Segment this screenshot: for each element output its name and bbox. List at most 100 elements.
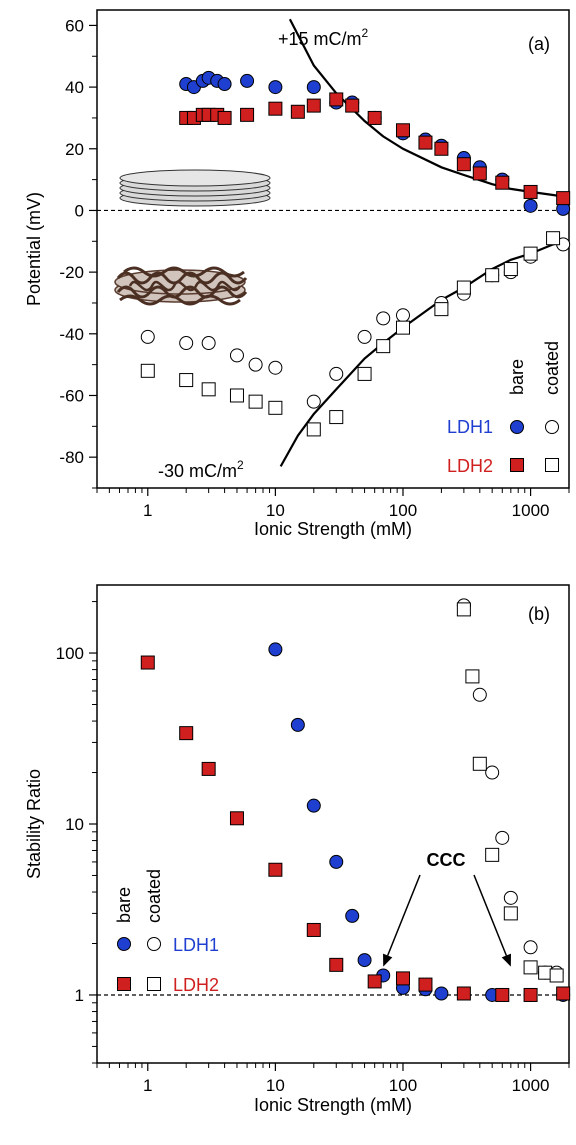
panel-a-point-ldh2_coated [503,262,518,277]
panel-a-point-ldh2_coated [329,410,344,425]
panel-a-ytick-label: -20 [59,263,84,282]
legend-label-ldh1: LDH1 [173,935,219,955]
panel-a-point-ldh1_coated [140,329,155,344]
panel-b-point-ldh1_coated [485,765,500,780]
panel-a-point-ldh2_bare [329,92,344,107]
panel-a-point-ldh2_bare [523,184,538,199]
panel-a-ytick-label: -40 [59,325,84,344]
panel-a-point-ldh2_coated [248,394,263,409]
panel-a-ytick-label: -80 [59,448,84,467]
panel-b-xlabel: Ionic Strength (mM) [254,1095,412,1115]
panel-a-point-ldh2_coated [523,246,538,261]
legend-marker-ldh1-coated [545,420,559,434]
legend-header-bare: bare [507,359,527,395]
panel-b-point-ldh1_bare [306,798,321,813]
legend-marker-ldh2-bare [117,977,131,991]
panel-a-point-ldh2_coated [179,373,194,388]
panel-a-point-ldh2_coated [268,400,283,415]
panel-a-point-ldh2_coated [395,320,410,335]
panel-a-point-ldh2_bare [345,98,360,113]
panel-a-point-ldh1_coated [201,336,216,351]
panel-a-point-ldh2_coated [376,339,391,354]
panel-b-axes: 1 10 100 1000 1 10 100 [56,601,570,1095]
panel-a-ytick-label: -60 [59,386,84,405]
panel-b-xtick-label: 100 [389,1076,417,1095]
panel-b-legend: bare coated LDH1 LDH2 [114,869,219,995]
panel-a-xtick-label: 1 [143,501,152,520]
panel-a-legend: bare coated LDH1 LDH2 [447,341,562,476]
legend-label-ldh2: LDH2 [173,975,219,995]
panel-a-point-ldh1_coated [268,360,283,375]
legend-marker-ldh1-bare [117,937,131,951]
panel-b-point-ldh2_bare [201,761,216,776]
panel-b-point-ldh1_bare [290,717,305,732]
panel-b-point-ldh2_bare [306,922,321,937]
panel-a-point-ldh2_bare [217,110,232,125]
panel-b-point-ldh1_bare [357,953,372,968]
panel-a-axes: 1 10 100 1000 -80 -60 -40 -20 0 20 40 60 [59,16,570,520]
legend-marker-ldh2-bare [510,458,524,472]
panel-a-point-ldh1_bare [268,80,283,95]
legend-label-ldh2: LDH2 [447,456,493,476]
panel-a-ytick-label: 60 [65,16,84,35]
ccc-arrowhead-left [383,953,393,967]
panel-b-point-ldh2_bare [140,655,155,670]
panel-a-point-ldh2_bare [306,98,321,113]
panel-b-point-ldh2_bare [329,957,344,972]
panel-a-point-ldh1_bare [523,198,538,213]
annotation-plus15: +15 mC/m2 [278,26,369,49]
panel-a-point-ldh2_coated [485,268,500,283]
panel-b-point-ldh1_coated [495,830,510,845]
panel-b-point-ldh2_bare [395,971,410,986]
panel-a-point-ldh2_coated [201,382,216,397]
panel-b-point-ldh2_coated [503,906,518,921]
panel-b-point-ldh2_bare [229,811,244,826]
panel-b-xtick-label: 1000 [512,1076,550,1095]
panel-a-point-ldh2_coated [434,302,449,317]
panel-a-point-ldh2_coated [306,422,321,437]
panel-a-point-ldh2_coated [546,231,561,246]
panel-a-point-ldh2_coated [357,366,372,381]
panel-a-xtick-label: 1000 [512,501,550,520]
panel-a-ytick-label: 0 [75,201,84,220]
panel-a-point-ldh2_bare [418,135,433,150]
panel-b-point-ldh1_bare [434,986,449,1001]
panel-a-point-ldh2_bare [495,175,510,190]
ccc-annotation: CCC [383,850,511,967]
panel-a-point-ldh1_coated [357,329,372,344]
panel-a-point-ldh1_coated [329,366,344,381]
panel-b-point-ldh2_bare [268,862,283,877]
panel-b-point-ldh2_coated [456,602,471,617]
panel-b-point-ldh2_bare [367,974,382,989]
panel-b-point-ldh1_bare [345,908,360,923]
panel-b-point-ldh2_coated [485,847,500,862]
panel-a-label: (a) [528,34,550,54]
panel-a-point-ldh1_coated [179,336,194,351]
panel-b-ylabel: Stability Ratio [24,769,44,879]
panel-a-xtick-label: 10 [266,501,285,520]
panel-b-point-ldh2_coated [549,968,564,983]
panel-a-point-ldh2_bare [367,110,382,125]
legend-marker-ldh2-coated [147,977,161,991]
panel-a-point-ldh2_bare [456,157,471,172]
panel-b-point-ldh2_coated [465,669,480,684]
panel-b-ytick-label: 10 [65,815,84,834]
panel-a: 1 10 100 1000 -80 -60 -40 -20 0 20 40 60 (a) Potent… [24,9,571,539]
panel-b-point-ldh1_coated [472,687,487,702]
panel-b-point-ldh2_coated [472,756,487,771]
panel-b-point-ldh2_bare [179,726,194,741]
panel-a-point-ldh2_bare [395,123,410,138]
panel-b-point-ldh2_coated [523,960,538,975]
panel-b-plot-area [97,598,571,1002]
panel-a-plot-area [97,18,571,467]
panel-b-point-ldh2_bare [556,986,571,1001]
panel-a-point-ldh2_bare [290,104,305,119]
panel-b-xtick-label: 1 [143,1076,152,1095]
panel-b-label: (b) [528,604,550,624]
panel-a-point-ldh1_bare [217,77,232,92]
panel-a-illustrations [114,169,271,306]
panel-b: 1 10 100 1000 1 10 100 (b) Stability Ratio Ion… [24,584,571,1115]
panel-a-point-ldh1_bare [240,73,255,88]
ccc-arrow-right [473,874,508,956]
legend-header-coated: coated [144,869,164,923]
